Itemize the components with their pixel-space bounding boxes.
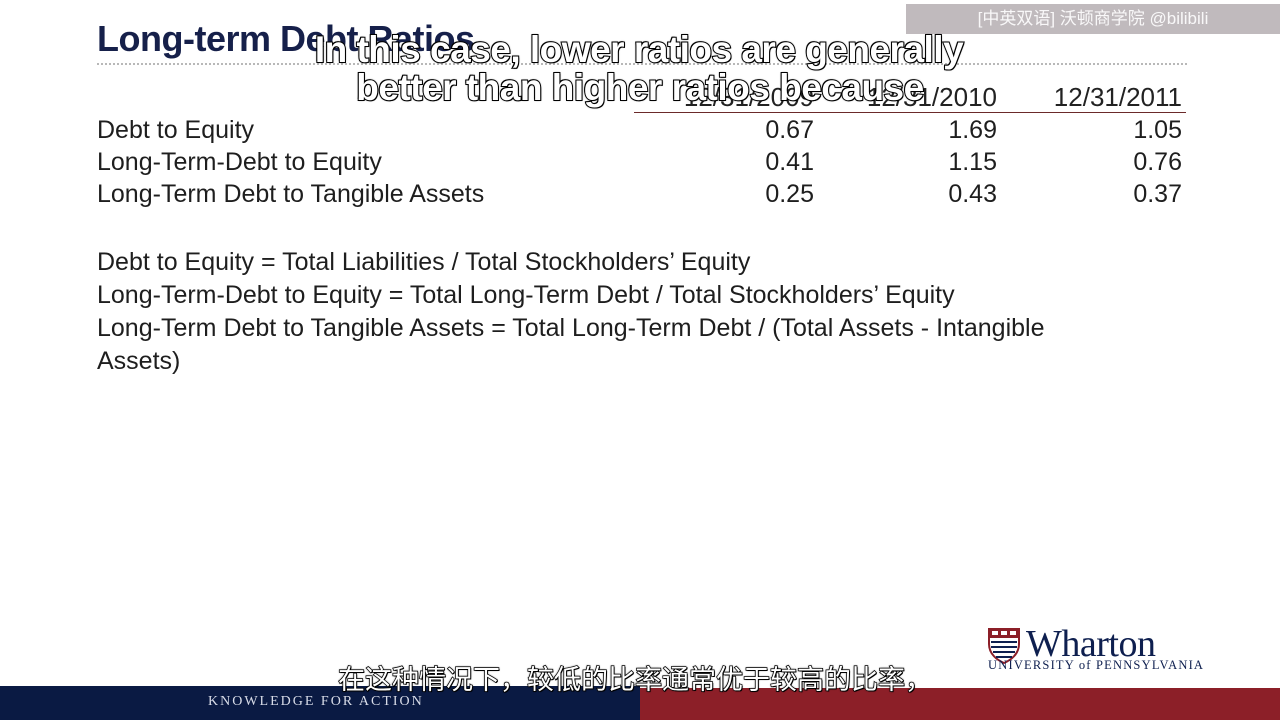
table-cell: 1.05 — [1133, 116, 1182, 144]
row-label: Debt to Equity — [97, 116, 255, 144]
table-cell: 0.43 — [948, 180, 997, 208]
video-watermark: [中英双语] 沃顿商学院 @bilibili — [906, 4, 1280, 34]
logo-university: UNIVERSITY of PENNSYLVANIA — [988, 658, 1205, 672]
formula-ltd-to-tangible-assets: Long-Term Debt to Tangible Assets = Tota… — [97, 314, 1045, 375]
table-cell: 1.15 — [948, 148, 997, 176]
title-divider — [97, 63, 1187, 65]
column-header-2009: 12/31/2009 — [683, 82, 814, 112]
row-label: Long-Term Debt to Tangible Assets — [97, 180, 485, 208]
table-row: Long-Term Debt to Tangible Assets 0.25 0… — [0, 180, 1280, 212]
table-row: Debt to Equity 0.67 1.69 1.05 — [0, 116, 1280, 148]
table-cell: 0.76 — [1133, 148, 1182, 176]
table-cell: 0.67 — [765, 116, 814, 144]
footer-bar-red — [640, 688, 1280, 720]
footer-bar-navy: KNOWLEDGE FOR ACTION — [0, 686, 640, 720]
column-header-2011: 12/31/2011 — [1053, 82, 1182, 112]
logo-wordmark: Wharton — [1026, 623, 1156, 665]
formula-debt-to-equity: Debt to Equity = Total Liabilities / Tot… — [97, 248, 751, 276]
english-subtitle-line-2: better than higher ratios because — [355, 66, 925, 109]
chinese-subtitle: 在这种情况下，较低的比率通常优于较高的比率， — [337, 664, 933, 697]
table-cell: 1.69 — [948, 116, 997, 144]
table-row: Long-Term-Debt to Equity 0.41 1.15 0.76 — [0, 148, 1280, 180]
english-subtitle-line-1: In this case, lower ratios are generally — [314, 28, 965, 71]
column-header-2010: 12/31/2010 — [866, 82, 997, 112]
footer-tagline: KNOWLEDGE FOR ACTION — [208, 694, 424, 709]
shield-icon — [988, 628, 1020, 664]
row-label: Long-Term-Debt to Equity — [97, 148, 382, 176]
formula-ltd-to-equity: Long-Term-Debt to Equity = Total Long-Te… — [97, 281, 955, 309]
table-cell: 0.25 — [765, 180, 814, 208]
table-header-underline — [634, 112, 1186, 113]
table-cell: 0.37 — [1133, 180, 1182, 208]
formula-list: Debt to Equity = Total Liabilities / Tot… — [97, 246, 1127, 378]
slide-title: Long-term Debt Ratios — [97, 18, 475, 59]
wharton-logo: Wharton UNIVERSITY of PENNSYLVANIA — [988, 623, 1203, 672]
table-header-row: 12/31/2009 12/31/2010 12/31/2011 — [0, 82, 1280, 112]
table-cell: 0.41 — [765, 148, 814, 176]
